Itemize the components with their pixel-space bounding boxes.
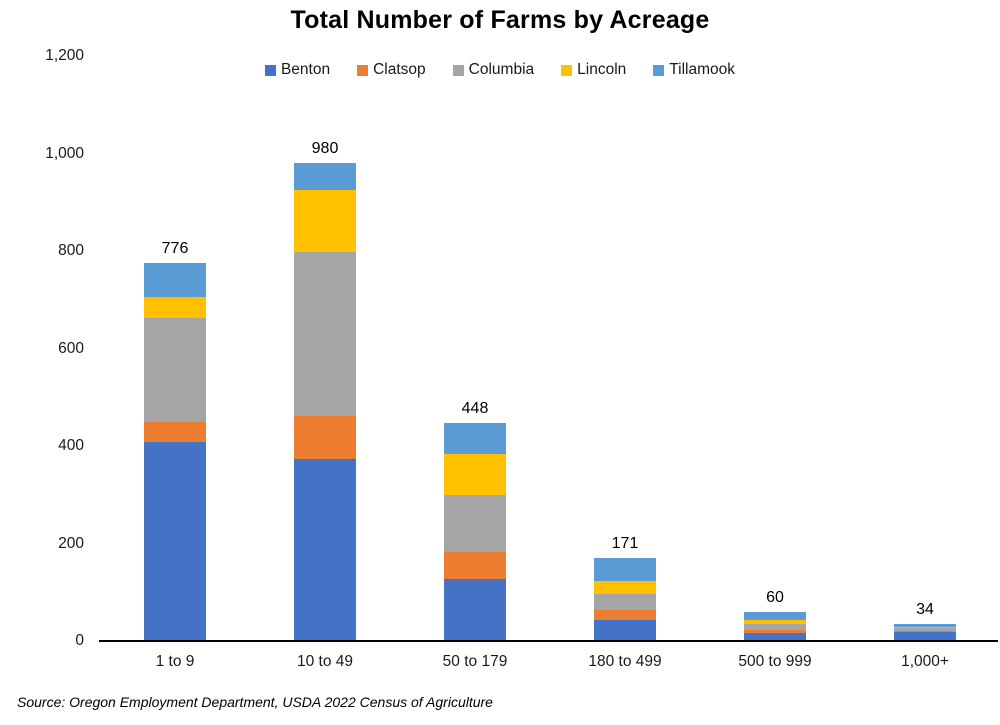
legend: Benton Clatsop Columbia Lincoln Tillamook: [0, 61, 1000, 79]
legend-swatch-icon: [561, 64, 573, 76]
bar-segment-lincoln: [294, 190, 356, 253]
bar-segment-tillamook: [144, 262, 206, 297]
legend-label: Columbia: [468, 61, 535, 78]
legend-item-tillamook: Tillamook: [653, 61, 735, 79]
bar-segment-columbia: [444, 494, 506, 552]
y-axis-label: 1,000: [45, 144, 84, 162]
bar-segment-lincoln: [594, 580, 656, 594]
bar-segment-tillamook: [744, 611, 806, 621]
bar-segment-lincoln: [744, 620, 806, 625]
bar-segment-benton: [594, 619, 656, 641]
source-note: Source: Oregon Employment Department, US…: [17, 694, 493, 710]
y-axis-label: 200: [58, 534, 84, 552]
bar-segment-lincoln: [894, 626, 956, 629]
bar-segment-benton: [444, 579, 506, 641]
bar-total-label: 60: [766, 588, 784, 606]
y-axis-label: 400: [58, 437, 84, 454]
legend-label: Lincoln: [577, 61, 627, 78]
legend-item-clatsop: Clatsop: [357, 61, 426, 79]
x-axis-label: 1,000+: [901, 653, 949, 670]
bar-segment-clatsop: [894, 630, 956, 633]
bar-segment-tillamook: [594, 557, 656, 581]
bar-segment-benton: [294, 459, 356, 641]
bar-segment-clatsop: [444, 551, 506, 580]
legend-item-columbia: Columbia: [452, 61, 535, 79]
bar-segment-clatsop: [294, 415, 356, 460]
legend-swatch-icon: [452, 64, 464, 76]
bar-total-label: 448: [461, 399, 489, 417]
y-axis-label: 0: [75, 632, 84, 649]
y-axis-label: 600: [58, 339, 84, 357]
legend-label: Clatsop: [373, 61, 426, 78]
bar-segment-benton: [894, 632, 956, 641]
legend-swatch-icon: [357, 64, 369, 76]
x-axis-label: 10 to 49: [296, 653, 354, 670]
bar-segment-benton: [144, 441, 206, 641]
x-axis-label: 180 to 499: [588, 653, 662, 670]
bar-segment-lincoln: [144, 296, 206, 319]
bar-segment-tillamook: [894, 624, 956, 627]
bar-segment-clatsop: [594, 609, 656, 620]
bar-segment-clatsop: [144, 421, 206, 442]
x-axis-label: 500 to 999: [738, 653, 812, 670]
x-axis-line: [99, 640, 998, 642]
bar-total-label: 980: [311, 140, 339, 158]
bar-segment-clatsop: [744, 629, 806, 633]
legend-swatch-icon: [653, 64, 665, 76]
x-axis-label: 50 to 179: [442, 653, 508, 670]
y-axis-label: 800: [58, 242, 84, 259]
legend-label: Benton: [280, 61, 331, 78]
bar-segment-columbia: [594, 593, 656, 610]
bar-total-label: 776: [161, 239, 189, 257]
bar-segment-columbia: [144, 318, 206, 422]
bar-segment-tillamook: [294, 163, 356, 191]
bar-segment-lincoln: [444, 454, 506, 495]
legend-item-lincoln: Lincoln: [561, 61, 626, 79]
chart-title: Total Number of Farms by Acreage: [290, 6, 710, 34]
bar-segment-columbia: [744, 624, 806, 630]
y-axis-label: 1,200: [45, 47, 84, 64]
x-axis-label: 1 to 9: [155, 653, 195, 670]
bar-total-label: 34: [916, 601, 934, 619]
bar-segment-benton: [744, 632, 806, 641]
bar-segment-columbia: [294, 252, 356, 416]
bar-total-label: 171: [611, 534, 639, 552]
bar-segment-columbia: [894, 628, 956, 631]
bar-segment-tillamook: [444, 422, 506, 455]
legend-item-benton: Benton: [264, 61, 331, 79]
legend-swatch-icon: [264, 64, 276, 76]
legend-label: Tillamook: [669, 61, 736, 78]
